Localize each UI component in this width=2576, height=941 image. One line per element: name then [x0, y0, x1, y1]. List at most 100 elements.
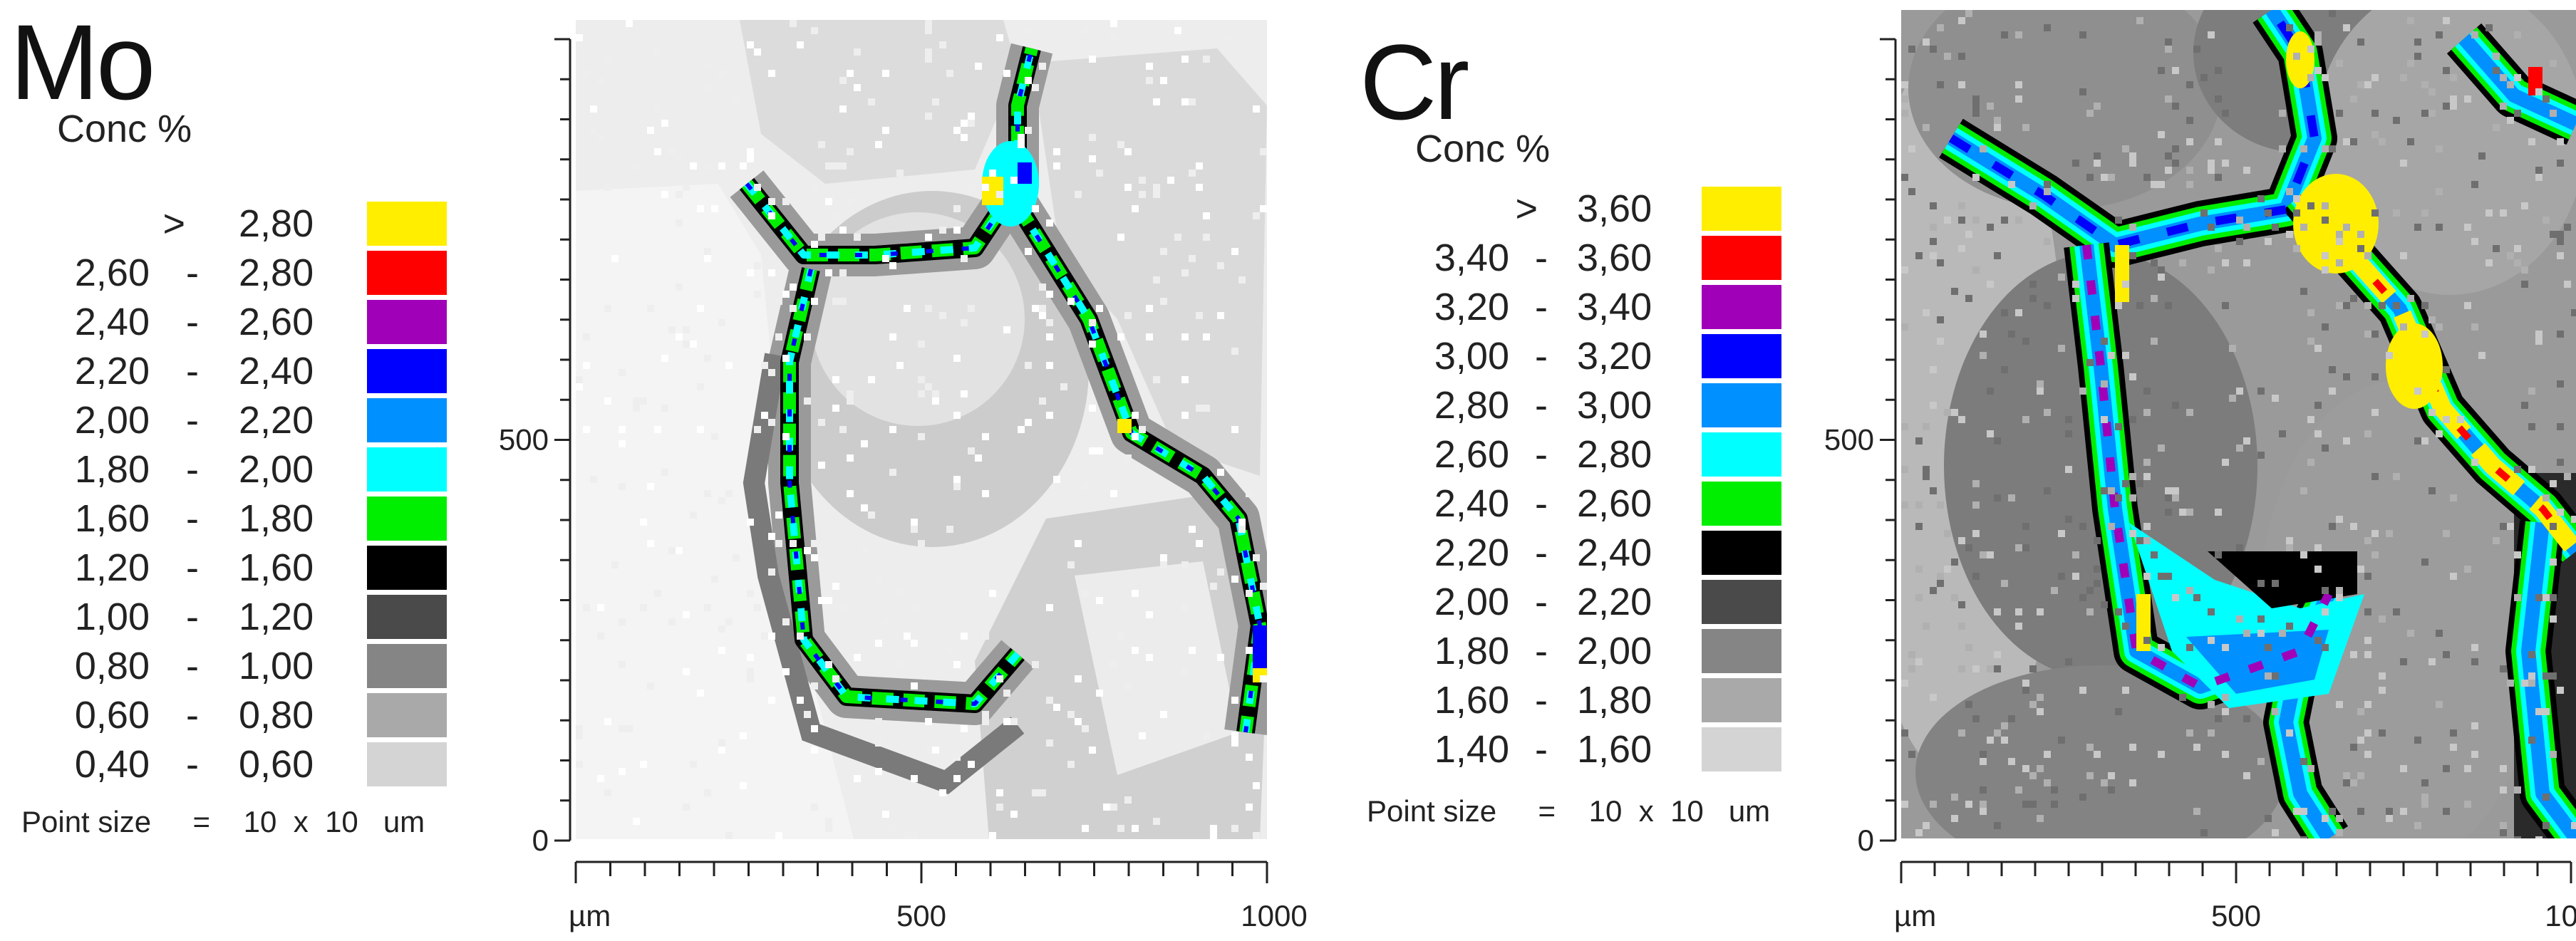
- map-pixel: [1189, 647, 1196, 654]
- map-pixel: [1167, 177, 1174, 184]
- map-pixel: [2165, 152, 2172, 160]
- legend-swatch: [367, 202, 447, 246]
- map-pixel: [2108, 174, 2115, 181]
- map-pixel: [775, 540, 782, 547]
- map-pixel: [754, 291, 761, 298]
- map-pixel: [996, 804, 1003, 811]
- map-pixel: [2464, 95, 2471, 103]
- map-pixel: [2343, 772, 2350, 779]
- map-pixel: [2307, 416, 2314, 423]
- map-pixel: [576, 761, 583, 768]
- map-pixel: [1089, 447, 1096, 454]
- map-pixel: [1923, 623, 1930, 630]
- map-pixel: [996, 191, 1003, 198]
- map-pixel: [768, 255, 775, 262]
- map-pixel: [968, 184, 975, 191]
- legend-low: 2,80: [1434, 384, 1509, 427]
- map-pixel: [604, 56, 611, 63]
- map-pixel: [676, 333, 683, 340]
- legend-low: 2,00: [1434, 581, 1509, 623]
- map-pixel: [2165, 509, 2172, 516]
- map-pixel: [2307, 459, 2314, 466]
- map-pixel: [1972, 174, 1980, 181]
- map-pixel: [2079, 88, 2086, 95]
- map-pixel: [1930, 202, 1937, 209]
- map-pixel: [1937, 573, 1944, 580]
- map-pixel: [2543, 708, 2550, 715]
- map-pixel: [2272, 829, 2279, 836]
- map-pixel: [2072, 551, 2079, 558]
- map-pixel: [2158, 181, 2165, 188]
- map-pixel: [1089, 319, 1096, 326]
- map-pixel: [1003, 326, 1010, 333]
- map-pixel: [2179, 509, 2186, 516]
- map-pixel: [2029, 281, 2037, 288]
- map-pixel: [1189, 255, 1196, 262]
- map-pixel: [2236, 238, 2243, 245]
- map-pixel: [2129, 252, 2136, 259]
- map-pixel: [1217, 568, 1224, 576]
- map-pixel: [640, 397, 647, 405]
- map-pixel: [2400, 160, 2407, 167]
- map-pixel: [1937, 259, 1944, 266]
- map-pixel: [2208, 729, 2215, 737]
- map-pixel: [676, 219, 683, 227]
- map-pixel: [2208, 266, 2215, 274]
- map-pixel: [754, 48, 761, 56]
- map-pixel: [1146, 654, 1153, 661]
- map-pixel: [2243, 630, 2250, 637]
- map-pixel: [847, 654, 854, 661]
- map-pixel: [626, 725, 633, 732]
- map-pixel: [2122, 352, 2129, 359]
- map-pixel: [1965, 544, 1972, 551]
- map-pixel: [2514, 31, 2521, 38]
- map-pixel: [925, 48, 932, 56]
- map-pixel: [2307, 202, 2314, 209]
- map-pixel: [1944, 217, 1951, 224]
- map-pixel: [2257, 758, 2265, 765]
- map-pixel: [2122, 623, 2129, 630]
- map-pixel: [2208, 608, 2215, 615]
- map-pixel: [1146, 77, 1153, 84]
- legend-low: 1,60: [74, 497, 150, 540]
- x-tick-label: 500: [2211, 899, 2261, 932]
- map-pixel: [1003, 70, 1010, 77]
- map-pixel: [896, 590, 904, 597]
- map-pixel: [747, 41, 754, 48]
- map-pixel: [2343, 779, 2350, 786]
- map-pixel: [2158, 644, 2165, 651]
- map-pixel: [647, 127, 654, 134]
- map-pixel: [2286, 537, 2293, 544]
- point-size-a: 10: [243, 805, 277, 838]
- map-pixel: [2364, 651, 2371, 658]
- map-pixel: [768, 212, 775, 219]
- map-pixel: [1930, 46, 1937, 53]
- map-pixel: [790, 540, 797, 547]
- map-pixel: [2535, 331, 2543, 338]
- map-pixel: [2086, 359, 2094, 366]
- map-pixel: [1253, 105, 1260, 113]
- map-pixel: [1253, 832, 1260, 839]
- map-pixel: [2535, 174, 2543, 181]
- map-pixel: [2557, 423, 2564, 430]
- map-pixel: [2101, 487, 2108, 494]
- map-pixel: [2094, 103, 2101, 110]
- map-pixel: [1915, 501, 1923, 509]
- map-pixel: [761, 412, 768, 419]
- map-pixel: [2379, 302, 2386, 309]
- map-pixel: [1160, 248, 1167, 255]
- map-pixel: [1930, 487, 1937, 494]
- map-pixel: [2493, 537, 2500, 544]
- map-pixel: [2022, 765, 2029, 772]
- map-pixel: [2400, 808, 2407, 815]
- map-pixel: [832, 212, 839, 219]
- map-pixel: [2464, 801, 2471, 808]
- map-pixel: [2464, 302, 2471, 309]
- map-pixel: [718, 647, 725, 654]
- map-pixel: [2407, 60, 2414, 67]
- map-pixel: [1217, 469, 1224, 476]
- map-pixel: [1039, 312, 1046, 319]
- map-pixel: [2450, 74, 2457, 81]
- map-pixel: [1260, 148, 1267, 155]
- map-pixel: [1203, 234, 1210, 241]
